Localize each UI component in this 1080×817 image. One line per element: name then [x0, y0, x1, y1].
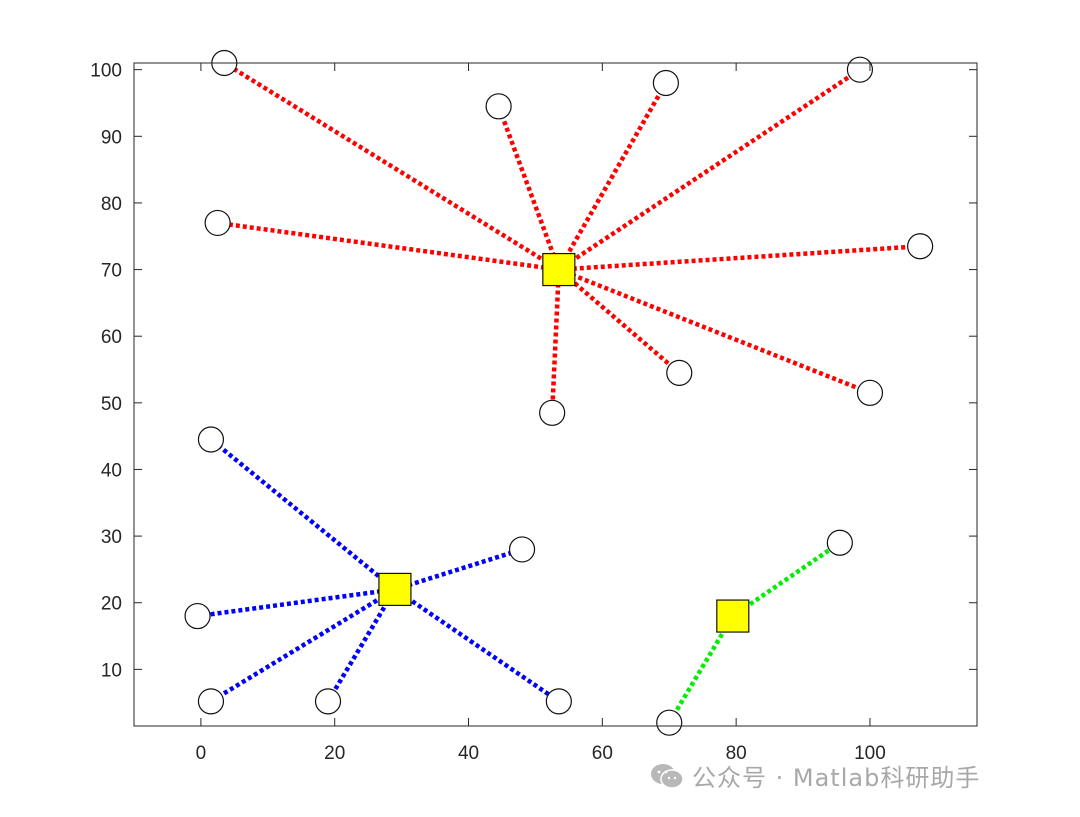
cluster-1-point-5 — [204, 209, 231, 237]
cluster-3-center — [716, 599, 750, 633]
cluster-3-point-1 — [826, 529, 853, 556]
y-tick-label-20: 20 — [101, 594, 122, 615]
watermark-text: 公众号 · Matlab科研助手 — [692, 764, 981, 792]
cluster-2-point-5 — [314, 688, 342, 715]
x-tick-label-40: 40 — [458, 743, 479, 764]
cluster-2-line-3 — [197, 587, 396, 619]
y-tick-label-100: 100 — [90, 61, 122, 82]
cluster-2-line-4 — [209, 587, 397, 704]
axes: 0 20 40 60 80 100 10 20 30 40 50 60 70 80 90 100 — [90, 61, 978, 764]
cluster-1-point-7 — [666, 359, 693, 386]
cluster-3-point-2 — [656, 709, 683, 736]
cluster-1-line-3 — [556, 81, 668, 271]
cluster-1-line-8 — [549, 269, 562, 413]
plot-background — [134, 63, 977, 726]
x-tick-label-20: 20 — [324, 743, 345, 764]
cluster-1-point-4 — [846, 56, 874, 83]
cluster-1-point-9 — [856, 379, 884, 406]
cluster-2-point-4 — [197, 688, 225, 715]
cluster-1-line-1 — [223, 61, 561, 272]
y-tick-label-80: 80 — [101, 194, 122, 215]
x-tick-label-80: 80 — [726, 743, 747, 764]
cluster-1-point-2 — [485, 93, 512, 120]
connection-lines — [134, 61, 977, 726]
cluster-2-line-1 — [209, 437, 397, 592]
cluster-1-point-6 — [907, 233, 934, 260]
x-tick-label-100: 100 — [854, 743, 886, 764]
cluster-1-point-3 — [652, 69, 679, 97]
cluster-2-line-5 — [326, 588, 397, 703]
y-tick-label-30: 30 — [101, 527, 122, 548]
y-tick-label-40: 40 — [101, 460, 122, 481]
y-tick-label-60: 60 — [101, 327, 122, 348]
cluster-1-line-4 — [557, 67, 862, 272]
cluster-2-line-6 — [393, 587, 561, 704]
cluster-2-line-2 — [394, 547, 523, 592]
cluster-3-line-1 — [731, 540, 842, 618]
y-tick-label-90: 90 — [101, 127, 122, 148]
cluster-1-center — [542, 252, 576, 287]
data-points — [184, 49, 934, 736]
axes-box — [133, 62, 978, 727]
y-tick-label-70: 70 — [101, 261, 122, 282]
cluster-1-line-6 — [558, 243, 921, 272]
cluster-2-point-2 — [508, 536, 536, 563]
cluster-2-center — [378, 572, 412, 607]
x-tick-label-60: 60 — [592, 743, 613, 764]
watermark: 公众号 · Matlab科研助手 — [650, 758, 980, 793]
cluster-centers — [378, 252, 750, 633]
cluster-2-point-1 — [197, 426, 225, 453]
wechat-icon — [651, 763, 684, 789]
cluster-1-line-7 — [557, 267, 681, 375]
cluster-2-point-3 — [184, 602, 211, 630]
y-tick-label-50: 50 — [101, 394, 122, 415]
cluster-1-line-5 — [217, 220, 560, 272]
cluster-1-line-2 — [496, 105, 561, 271]
y-tick-label-10: 10 — [101, 660, 122, 681]
cluster-1-point-8 — [539, 399, 566, 426]
cluster-2-point-6 — [545, 688, 572, 715]
x-tick-label-0: 0 — [196, 743, 207, 764]
